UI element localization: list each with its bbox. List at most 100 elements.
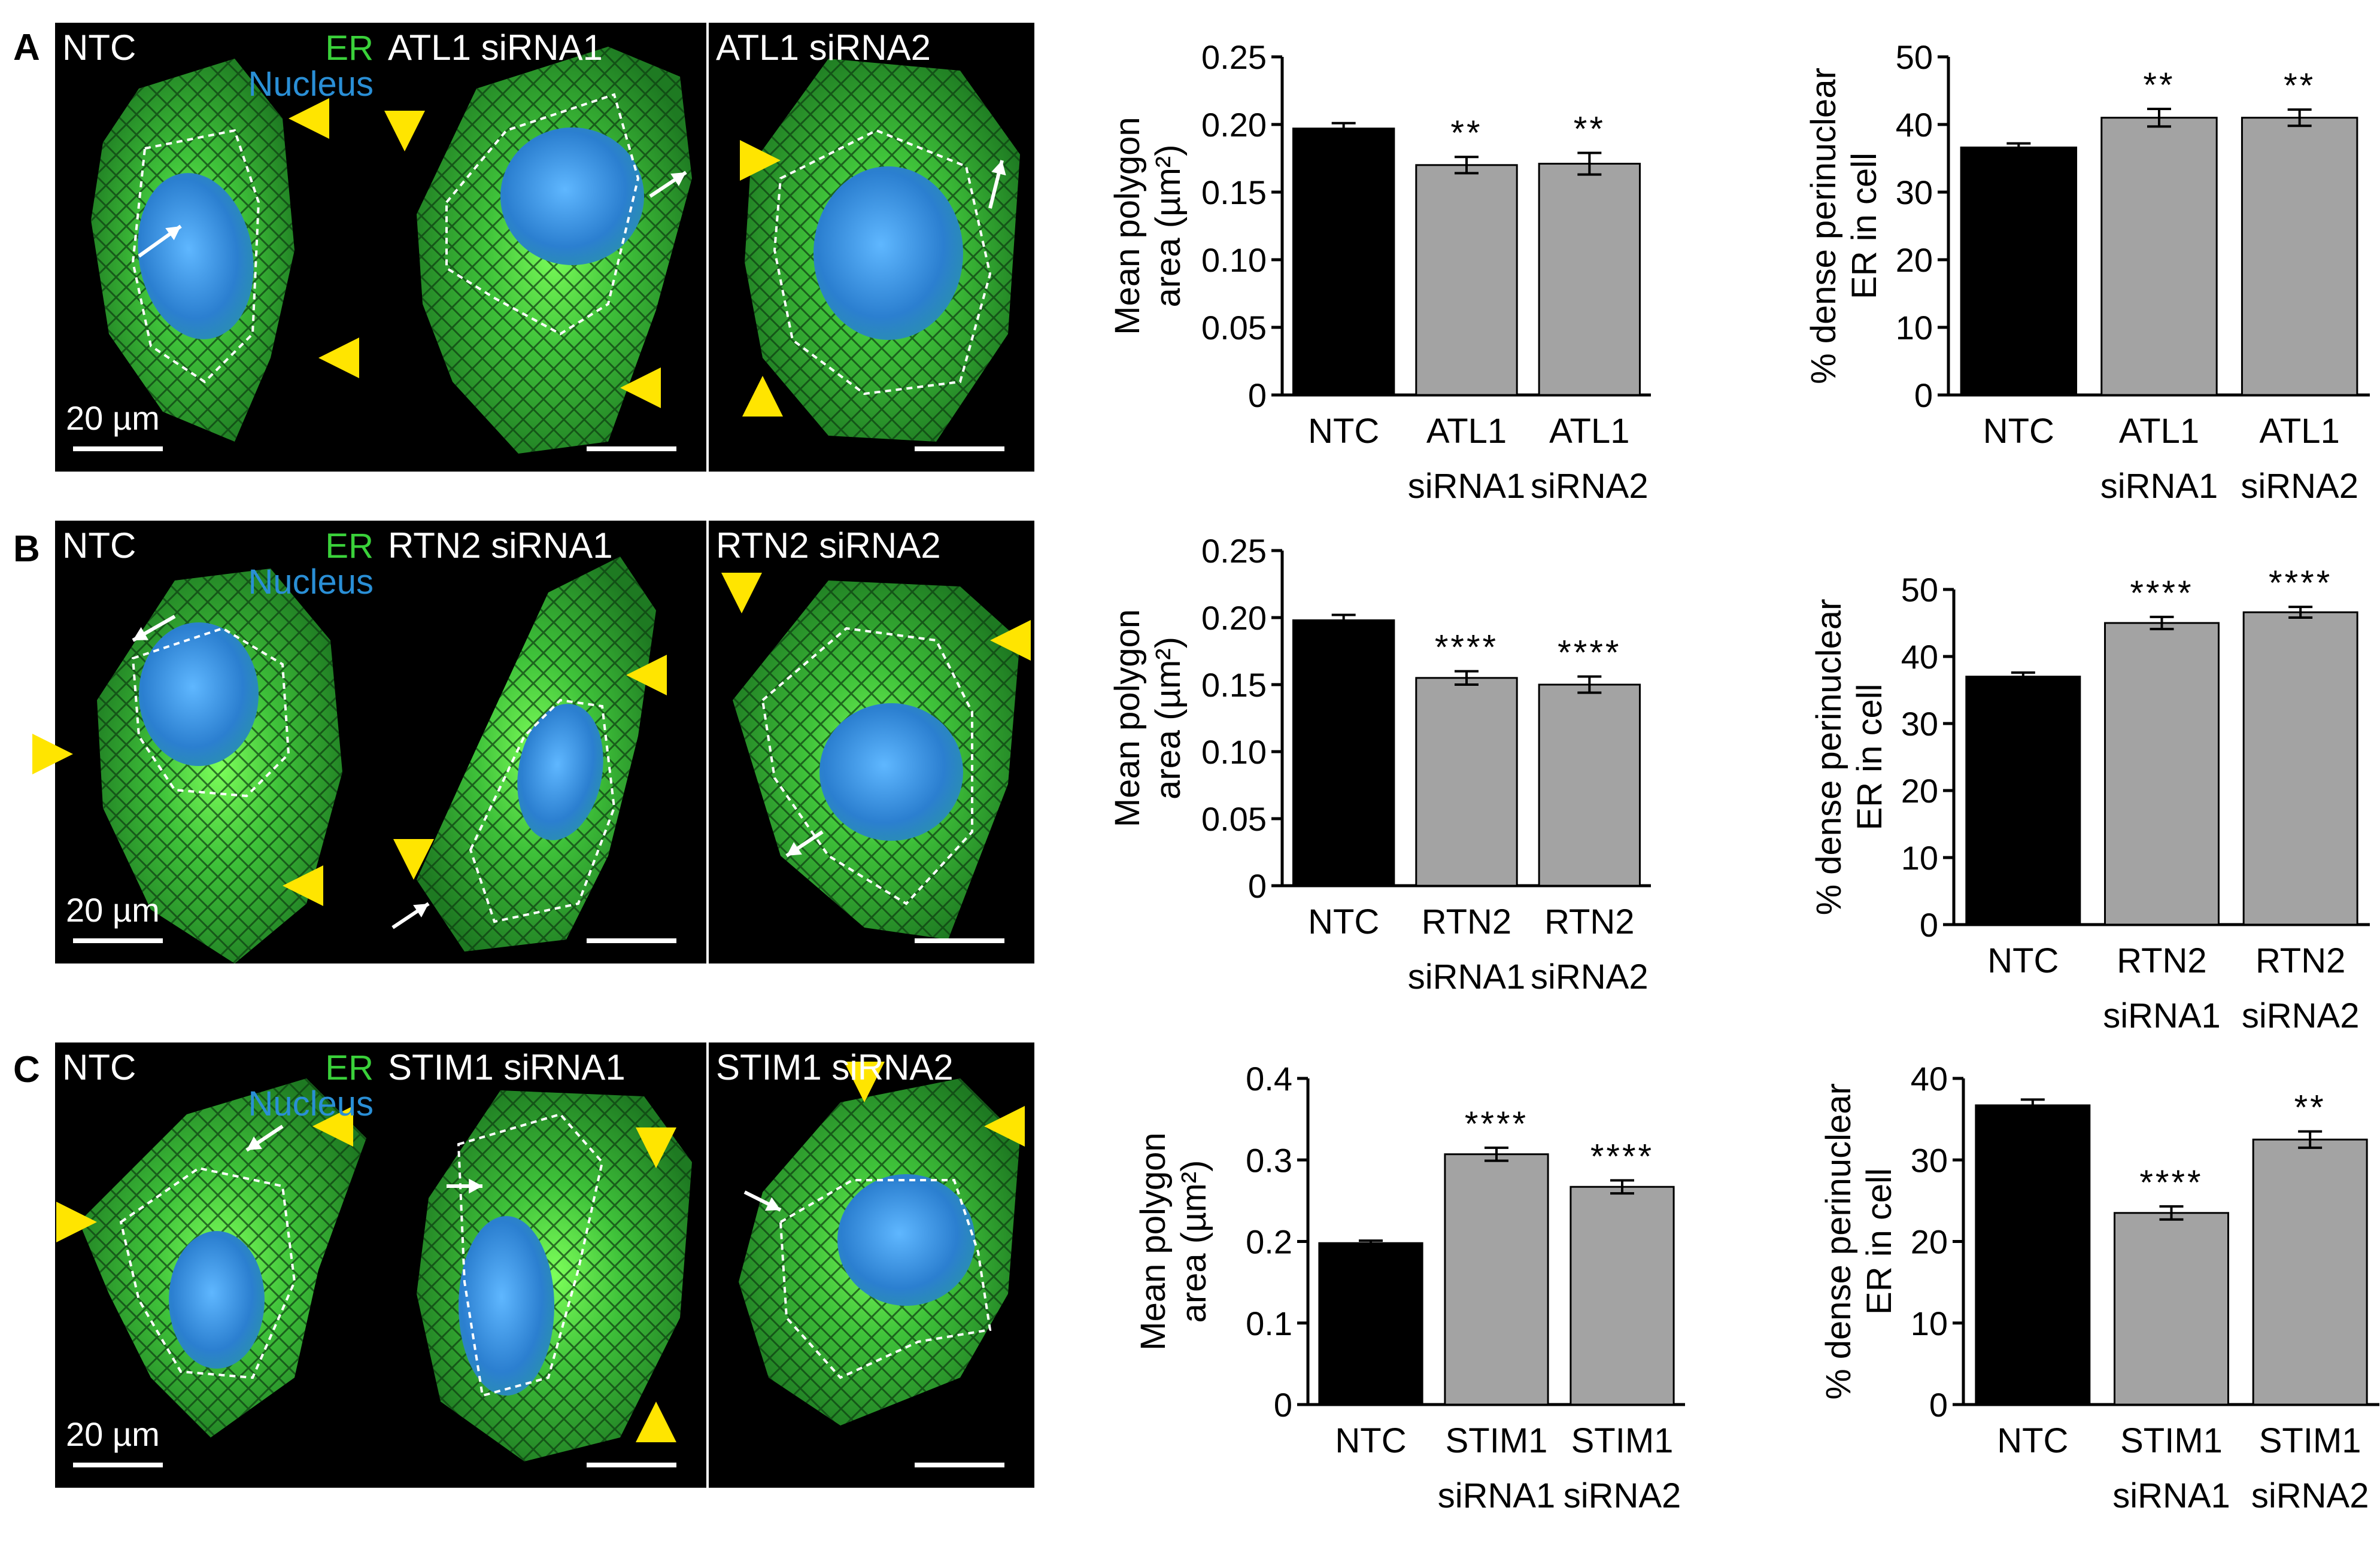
- micrograph-panel: STIM1 siRNA2: [709, 1042, 1034, 1488]
- significance-label: **: [2284, 66, 2315, 105]
- x-category-label: RTN2: [1422, 902, 1511, 941]
- panel-label: NTC: [62, 1047, 136, 1087]
- y-axis-title-line2: ER in cell: [1850, 684, 1889, 831]
- x-category-label: ATL1: [1426, 412, 1507, 451]
- micrograph-panel: ATL1 siRNA2: [709, 23, 1034, 472]
- yellow-arrowhead-icon: [312, 1106, 353, 1147]
- micrograph-panel: ATL1 siRNA1: [381, 23, 706, 472]
- perinuclear-outline: [469, 698, 616, 923]
- white-arrowhead-icon: [165, 226, 181, 241]
- bar: [2104, 622, 2220, 926]
- nucleus: [837, 1174, 975, 1306]
- perinuclear-outline: [131, 627, 290, 798]
- bar: [2252, 1138, 2368, 1406]
- bar: [1415, 677, 1518, 887]
- white-arrowhead-icon: [670, 172, 686, 187]
- y-tick-label: 40: [1901, 638, 1938, 676]
- nucleus: [169, 1231, 265, 1369]
- significance-label: ****: [2139, 1163, 2203, 1202]
- yellow-arrowhead-icon: [32, 734, 73, 774]
- yellow-arrowhead-icon: [626, 655, 667, 695]
- x-category-label: siRNA1: [1438, 1476, 1556, 1515]
- x-category-label: NTC: [1308, 902, 1379, 941]
- y-axis-title-line1: % dense perinuclear: [1804, 68, 1843, 384]
- x-category-label: NTC: [1983, 412, 2054, 451]
- panel-label: RTN2 siRNA2: [716, 525, 941, 566]
- significance-label: **: [2294, 1089, 2326, 1127]
- x-category-label: STIM1: [1446, 1421, 1548, 1460]
- nucleus: [813, 166, 963, 340]
- bar: [1960, 146, 2078, 396]
- white-arrowhead-icon: [991, 160, 1006, 176]
- nucleus: [139, 622, 259, 766]
- y-axis-title-line2: area (µm²): [1149, 637, 1188, 800]
- x-category-label: NTC: [1308, 412, 1379, 451]
- y-tick-label: 0.1: [1246, 1305, 1292, 1342]
- bar: [1965, 676, 2081, 926]
- y-tick-label: 10: [1911, 1305, 1948, 1342]
- bar-chart: 0 0.05 0.10 0.15 0.20 0.25 Mean polygonarea (µ…: [1108, 38, 1651, 506]
- bar: [1415, 164, 1518, 396]
- x-category-label: siRNA1: [2100, 467, 2218, 506]
- bar: [2242, 611, 2358, 926]
- yellow-arrowhead-icon: [283, 865, 323, 906]
- panel-letter: C: [13, 1049, 40, 1090]
- x-category-label: ATL1: [2119, 412, 2199, 451]
- bar: [1538, 163, 1641, 396]
- significance-label: ****: [1590, 1137, 1654, 1176]
- x-category-label: siRNA1: [2112, 1476, 2230, 1515]
- y-tick-label: 0: [1914, 376, 1933, 414]
- x-category-label: siRNA2: [2251, 1476, 2369, 1515]
- micrograph-panel: STIM1 siRNA1: [381, 1042, 706, 1488]
- bar: [2100, 117, 2218, 396]
- y-tick-label: 0: [1248, 867, 1267, 905]
- white-arrowhead-icon: [413, 904, 429, 918]
- significance-label: ****: [1558, 634, 1621, 673]
- yellow-arrowhead-icon: [721, 573, 762, 613]
- panel-letter: A: [13, 27, 40, 68]
- perinuclear-outline: [445, 93, 640, 336]
- y-tick-label: 0.2: [1246, 1223, 1292, 1261]
- perinuclear-outline: [773, 129, 992, 396]
- bar: [1570, 1186, 1675, 1406]
- y-axis-title-line1: % dense perinuclear: [1819, 1083, 1858, 1400]
- significance-label: **: [2143, 66, 2175, 105]
- y-tick-label: 0.10: [1201, 241, 1267, 279]
- panel-label: RTN2 siRNA1: [388, 525, 613, 566]
- x-category-label: siRNA2: [1531, 467, 1649, 506]
- panel-label: STIM1 siRNA2: [716, 1047, 954, 1087]
- panel-label: ATL1 siRNA2: [716, 28, 931, 68]
- y-tick-label: 0.20: [1201, 106, 1267, 144]
- y-axis-title-line1: Mean polygon: [1108, 609, 1147, 827]
- bar: [2241, 117, 2358, 396]
- y-tick-label: 0: [1920, 906, 1938, 944]
- y-tick-label: 10: [1901, 839, 1938, 877]
- nucleus: [138, 173, 254, 339]
- y-axis-title-line2: ER in cell: [1845, 153, 1884, 299]
- legend-nucleus: Nucleus: [248, 65, 374, 104]
- bar: [1538, 683, 1641, 887]
- white-arrowhead-icon: [787, 841, 802, 856]
- nucleus: [500, 127, 644, 265]
- y-tick-label: 0.15: [1201, 174, 1267, 211]
- x-category-label: STIM1: [2259, 1421, 2361, 1460]
- significance-label: ****: [2269, 564, 2332, 603]
- y-tick-label: 40: [1911, 1060, 1948, 1098]
- white-arrowhead-icon: [247, 1136, 262, 1150]
- x-category-label: siRNA1: [1408, 958, 1526, 996]
- y-tick-label: 0.3: [1246, 1141, 1292, 1179]
- y-tick-label: 0.4: [1246, 1060, 1292, 1098]
- y-tick-label: 50: [1901, 571, 1938, 609]
- panel-letter: B: [13, 528, 40, 570]
- significance-label: ****: [2130, 574, 2193, 613]
- x-category-label: NTC: [1987, 941, 2059, 980]
- yellow-arrowhead-icon: [393, 839, 434, 880]
- nucleus: [517, 704, 603, 840]
- legend-nucleus: Nucleus: [248, 1084, 374, 1123]
- y-tick-label: 30: [1901, 705, 1938, 743]
- x-category-label: ATL1: [1549, 412, 1629, 451]
- y-axis-title: Mean polygonarea (µm²): [1134, 1132, 1213, 1350]
